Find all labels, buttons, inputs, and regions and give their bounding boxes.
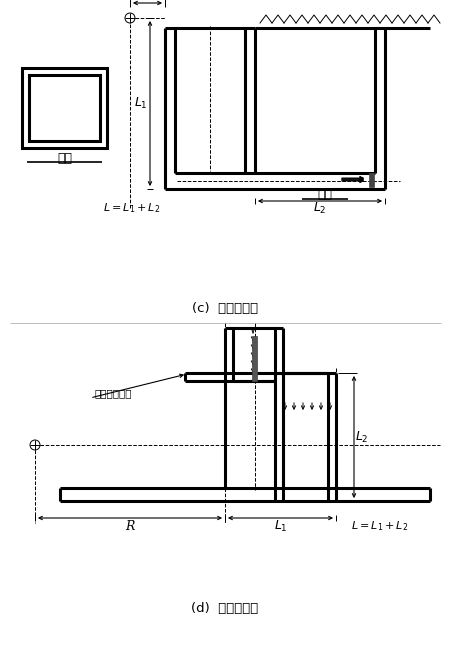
- Text: 剖面: 剖面: [318, 188, 332, 202]
- Text: (c)  竖井出入口: (c) 竖井出入口: [192, 302, 258, 314]
- Text: $L=L_1+L_2$: $L=L_1+L_2$: [351, 519, 408, 533]
- Text: R: R: [125, 520, 135, 532]
- Text: $L_2$: $L_2$: [355, 430, 369, 445]
- Polygon shape: [369, 172, 374, 187]
- Text: (d)  穿廊出入口: (d) 穿廊出入口: [191, 601, 258, 615]
- Text: $L_2$: $L_2$: [313, 200, 327, 215]
- Text: R: R: [143, 0, 152, 3]
- Text: $L_1$: $L_1$: [274, 518, 287, 534]
- Text: $L_1$: $L_1$: [134, 96, 148, 111]
- Text: 平面: 平面: [57, 152, 72, 164]
- Polygon shape: [252, 336, 257, 381]
- Text: 防护顶盖边缘: 防护顶盖边缘: [94, 388, 132, 398]
- Text: $L=L_1+L_2$: $L=L_1+L_2$: [103, 201, 160, 215]
